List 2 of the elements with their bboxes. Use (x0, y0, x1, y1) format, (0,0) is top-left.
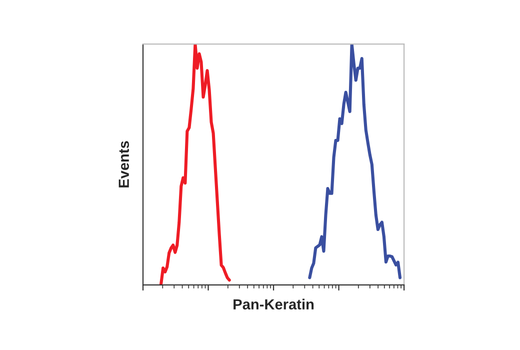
x-axis-title: Pan-Keratin (234, 298, 314, 310)
y-axis-title: Events (118, 141, 130, 188)
